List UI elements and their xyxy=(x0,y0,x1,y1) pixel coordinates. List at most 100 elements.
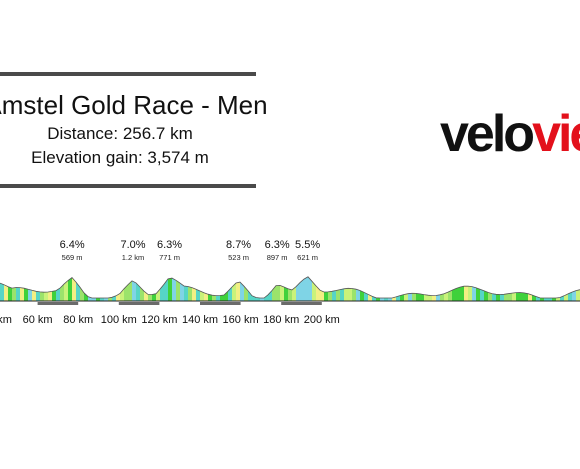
profile-segment-122 xyxy=(488,292,492,301)
profile-segment-51 xyxy=(204,292,208,301)
profile-segment-75 xyxy=(300,279,304,301)
profile-segment-131 xyxy=(524,292,528,301)
profile-segment-70 xyxy=(280,285,284,301)
profile-segment-105 xyxy=(420,293,424,301)
profile-segment-17 xyxy=(68,277,72,301)
profile-segment-135 xyxy=(540,297,544,301)
profile-segment-45 xyxy=(180,283,184,301)
profile-segment-38 xyxy=(152,293,156,301)
profile-segment-1 xyxy=(4,284,8,301)
km-band-2 xyxy=(200,302,241,305)
profile-segment-13 xyxy=(52,290,56,301)
profile-segment-59 xyxy=(236,282,240,301)
profile-segment-118 xyxy=(472,286,476,301)
profile-segment-50 xyxy=(200,291,204,301)
profile-segment-10 xyxy=(40,291,44,301)
velovie-logo: velovie xyxy=(440,108,580,160)
climb-gradient-label-2: 7.0% xyxy=(120,239,145,251)
profile-segment-87 xyxy=(348,288,352,301)
profile-segment-103 xyxy=(412,293,416,301)
profile-segment-130 xyxy=(520,292,524,301)
profile-segment-78 xyxy=(312,281,316,301)
profile-segment-125 xyxy=(500,294,504,301)
profile-segment-44 xyxy=(176,280,180,301)
climb-gradient-label-4: 8.7% xyxy=(226,239,251,251)
profile-segment-97 xyxy=(388,298,392,301)
profile-segment-6 xyxy=(24,288,28,301)
profile-segment-43 xyxy=(172,278,176,301)
x-tick-label-2: 80 km xyxy=(63,314,93,326)
profile-segment-113 xyxy=(452,288,456,301)
logo-text-velo: velo xyxy=(440,105,535,163)
profile-segment-56 xyxy=(224,291,228,301)
profile-segment-144 xyxy=(576,289,580,301)
profile-segment-49 xyxy=(196,289,200,301)
profile-segment-69 xyxy=(276,285,280,301)
profile-segment-138 xyxy=(552,298,556,301)
profile-segment-109 xyxy=(436,294,440,301)
profile-segment-31 xyxy=(124,284,128,301)
profile-segment-119 xyxy=(476,287,480,301)
climb-length-label-5: 897 m xyxy=(267,253,288,262)
profile-segment-136 xyxy=(544,298,548,301)
profile-segment-114 xyxy=(456,287,460,301)
profile-segment-76 xyxy=(304,276,308,301)
profile-segment-96 xyxy=(384,298,388,301)
profile-segment-71 xyxy=(284,287,288,301)
profile-segment-46 xyxy=(184,286,188,301)
profile-segment-127 xyxy=(508,293,512,301)
profile-segment-14 xyxy=(56,288,60,301)
profile-segment-91 xyxy=(364,292,368,301)
x-tick-label-7: 180 km xyxy=(263,314,299,326)
profile-segment-60 xyxy=(240,282,244,301)
profile-segment-8 xyxy=(32,290,36,301)
profile-segment-116 xyxy=(464,286,468,301)
profile-segment-66 xyxy=(264,294,268,301)
profile-segment-115 xyxy=(460,286,464,301)
profile-segment-62 xyxy=(248,290,252,301)
x-tick-label-4: 120 km xyxy=(141,314,177,326)
profile-segment-26 xyxy=(104,298,108,301)
climb-gradient-label-5: 6.3% xyxy=(265,239,290,251)
profile-segment-83 xyxy=(332,290,336,301)
profile-segment-0 xyxy=(0,283,4,301)
profile-segment-94 xyxy=(376,297,380,301)
km-band-3 xyxy=(281,302,322,305)
profile-segment-121 xyxy=(484,290,488,301)
profile-segment-110 xyxy=(440,293,444,301)
km-band-0 xyxy=(37,302,79,305)
profile-segment-9 xyxy=(36,291,40,301)
profile-segment-12 xyxy=(48,291,52,301)
profile-segment-48 xyxy=(192,287,196,301)
profile-segment-108 xyxy=(432,295,436,301)
profile-segment-32 xyxy=(128,280,132,301)
profile-segment-72 xyxy=(288,288,292,301)
profile-segment-143 xyxy=(572,290,576,301)
climb-length-label-1: 569 m xyxy=(62,253,83,262)
title-rule-top xyxy=(0,72,256,76)
x-tick-label-1: 60 km xyxy=(23,314,53,326)
profile-segment-11 xyxy=(44,291,48,301)
profile-segment-90 xyxy=(360,290,364,301)
profile-segment-16 xyxy=(64,280,68,301)
profile-segment-85 xyxy=(340,288,344,301)
profile-segment-47 xyxy=(188,286,192,301)
profile-segment-86 xyxy=(344,288,348,301)
profile-segment-102 xyxy=(408,293,412,301)
profile-segment-55 xyxy=(220,294,224,301)
profile-segment-88 xyxy=(352,288,356,301)
climb-gradient-label-6: 5.5% xyxy=(295,239,320,251)
profile-segment-67 xyxy=(268,290,272,301)
profile-segment-101 xyxy=(404,293,408,301)
profile-segment-19 xyxy=(76,282,80,301)
title-rule-bottom xyxy=(0,184,256,188)
profile-outline xyxy=(0,276,580,299)
profile-segment-132 xyxy=(528,293,532,301)
profile-segment-64 xyxy=(256,297,260,301)
profile-segment-23 xyxy=(92,298,96,301)
race-elevation: Elevation gain: 3,574 m xyxy=(31,148,209,167)
elevation-profile-chart: 40 km 60 km 80 km 100 km 120 km 140 km 160 km 1… xyxy=(0,239,580,326)
profile-segment-124 xyxy=(496,294,500,301)
profile-segment-3 xyxy=(12,287,16,301)
profile-segment-112 xyxy=(448,290,452,301)
